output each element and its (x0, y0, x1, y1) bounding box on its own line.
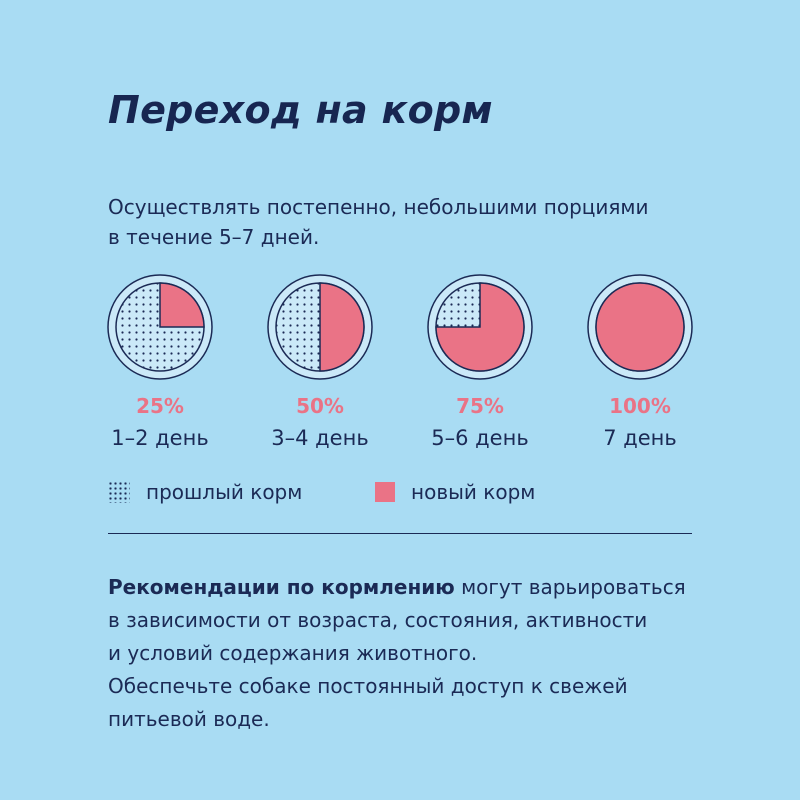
pct-label-3: 75% (456, 394, 504, 418)
pie-3-new-food-slice (435, 282, 525, 372)
day-label-2: 3–4 день (271, 426, 369, 450)
pie-1-new-food-slice (159, 282, 205, 328)
pie-charts-svg (107, 274, 693, 380)
water-line-2: питьевой воде. (108, 707, 270, 731)
pct-label-1: 25% (136, 394, 184, 418)
pie-2-new-food-slice (319, 282, 365, 372)
recommendation-line-1: Рекомендации по кормлению могут варьиров… (108, 571, 748, 604)
day-label-4: 7 день (603, 426, 677, 450)
pink-swatch-icon (375, 482, 395, 502)
water-line-1: Обеспечьте собаке постоянный доступ к св… (108, 674, 628, 698)
pct-label-2: 50% (296, 394, 344, 418)
intro-line-1: Осуществлять постепенно, небольшими порц… (108, 195, 649, 219)
transition-charts: 25% 50% 75% 100% 1–2 день 3–4 день 5–6 д… (107, 274, 693, 450)
page-title: Переход на корм (108, 88, 493, 132)
day-label-1: 1–2 день (111, 426, 209, 450)
pie-4-new-food-slice (595, 282, 685, 372)
legend-new-label: новый корм (411, 480, 536, 504)
recommendation-rest: могут варьироваться (454, 575, 686, 599)
legend-new-food: новый корм (375, 478, 535, 506)
pct-label-4: 100% (609, 394, 671, 418)
intro-line-2: в течение 5–7 дней. (108, 225, 320, 249)
recommendation-bold: Рекомендации по кормлению (108, 575, 455, 599)
divider (108, 533, 692, 534)
legend-old-label: прошлый корм (146, 480, 303, 504)
intro-text: Осуществлять постепенно, небольшими порц… (108, 192, 728, 252)
day-label-3: 5–6 день (431, 426, 529, 450)
recommendation-line-2: в зависимости от возраста, состояния, ак… (108, 608, 648, 632)
recommendation-text: Рекомендации по кормлению могут варьиров… (108, 571, 748, 670)
legend-old-food: прошлый корм (108, 478, 302, 506)
recommendation-line-3: и условий содержания животного. (108, 641, 478, 665)
dotted-swatch-icon (108, 481, 130, 503)
water-text: Обеспечьте собаке постоянный доступ к св… (108, 670, 748, 736)
